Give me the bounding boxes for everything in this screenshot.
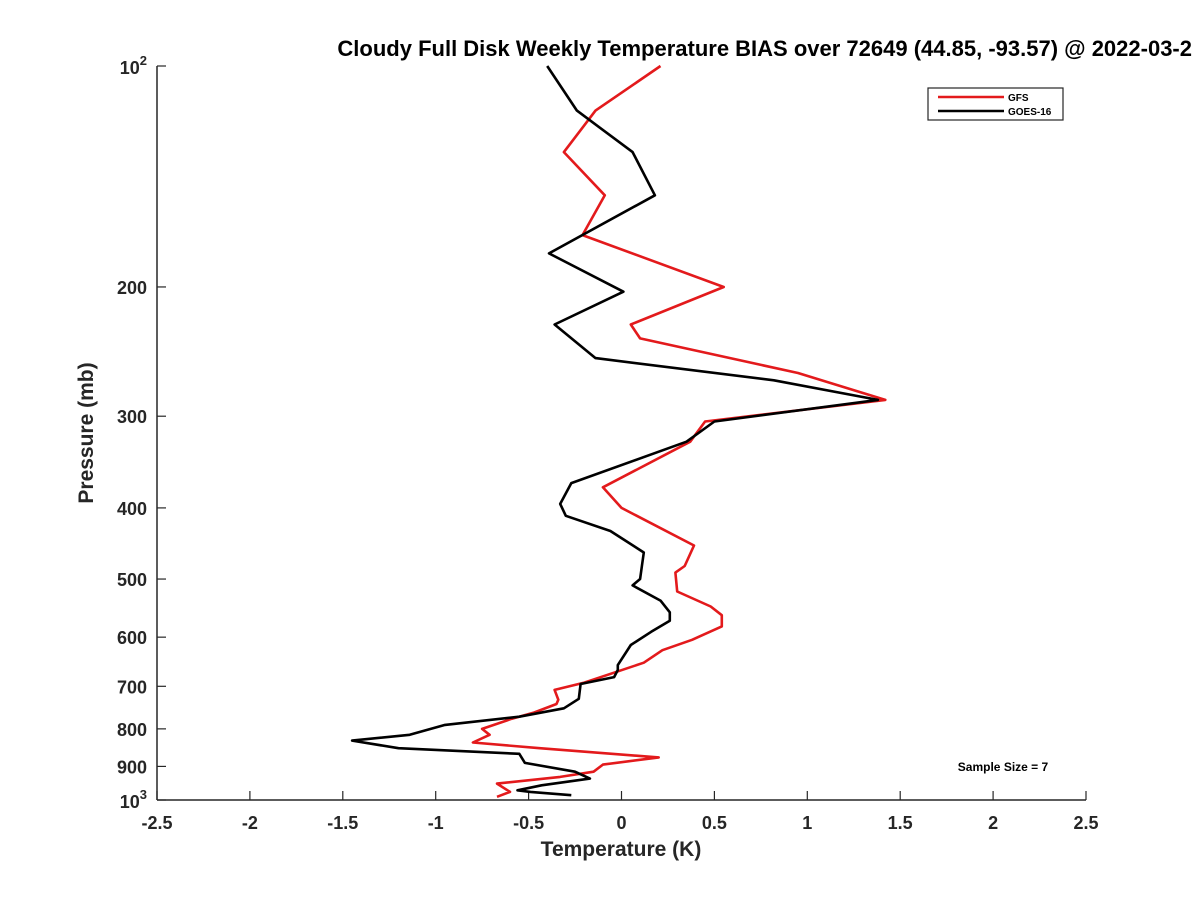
axes-group: -2.5 -2 -1.5 -1 -0.5 0 0.5 1 1.5 2 2.5102200300400… <box>117 53 1099 833</box>
y-tick-label: 700 <box>117 677 147 697</box>
x-tick-label: -2.5 <box>141 813 172 833</box>
y-axis-label: Pressure (mb) <box>75 362 98 503</box>
x-tick-label: 2.5 <box>1073 813 1098 833</box>
x-tick-label: 0 <box>616 813 626 833</box>
y-tick-exponent: 3 <box>140 787 147 802</box>
x-tick-label: -2 <box>242 813 258 833</box>
legend-label: GFS <box>1008 93 1029 104</box>
series-line-gfs <box>471 64 887 799</box>
x-tick-label: 1 <box>802 813 812 833</box>
chart-title: Cloudy Full Disk Weekly Temperature BIAS… <box>337 36 1192 61</box>
y-tick-label: 400 <box>117 499 147 519</box>
x-tick-label: 1.5 <box>888 813 913 833</box>
x-tick-label: 0.5 <box>702 813 727 833</box>
legend-label: GOES-16 <box>1008 107 1052 118</box>
series-line-goes-16 <box>350 65 880 797</box>
y-tick-exponent: 2 <box>140 53 147 68</box>
y-tick-label: 300 <box>117 407 147 427</box>
y-tick-base: 10 <box>120 792 140 812</box>
x-tick-label: -1 <box>428 813 444 833</box>
x-tick-label: -1.5 <box>327 813 358 833</box>
legend-box <box>927 87 1064 121</box>
y-tick-label: 800 <box>117 720 147 740</box>
sample-size-annotation: Sample Size = 7 <box>958 760 1049 774</box>
y-tick-label: 600 <box>117 628 147 648</box>
y-tick-label: 500 <box>117 570 147 590</box>
y-tick-label: 200 <box>117 278 147 298</box>
series-group <box>350 64 887 799</box>
legend: GFS GOES-16 <box>927 87 1064 121</box>
x-tick-label: -0.5 <box>513 813 544 833</box>
y-tick-label: 102 <box>120 53 147 78</box>
x-tick-label: 2 <box>988 813 998 833</box>
y-tick-label: 103 <box>120 787 147 812</box>
y-tick-label: 900 <box>117 757 147 777</box>
x-axis-label: Temperature (K) <box>541 838 702 861</box>
y-tick-base: 10 <box>120 58 140 78</box>
